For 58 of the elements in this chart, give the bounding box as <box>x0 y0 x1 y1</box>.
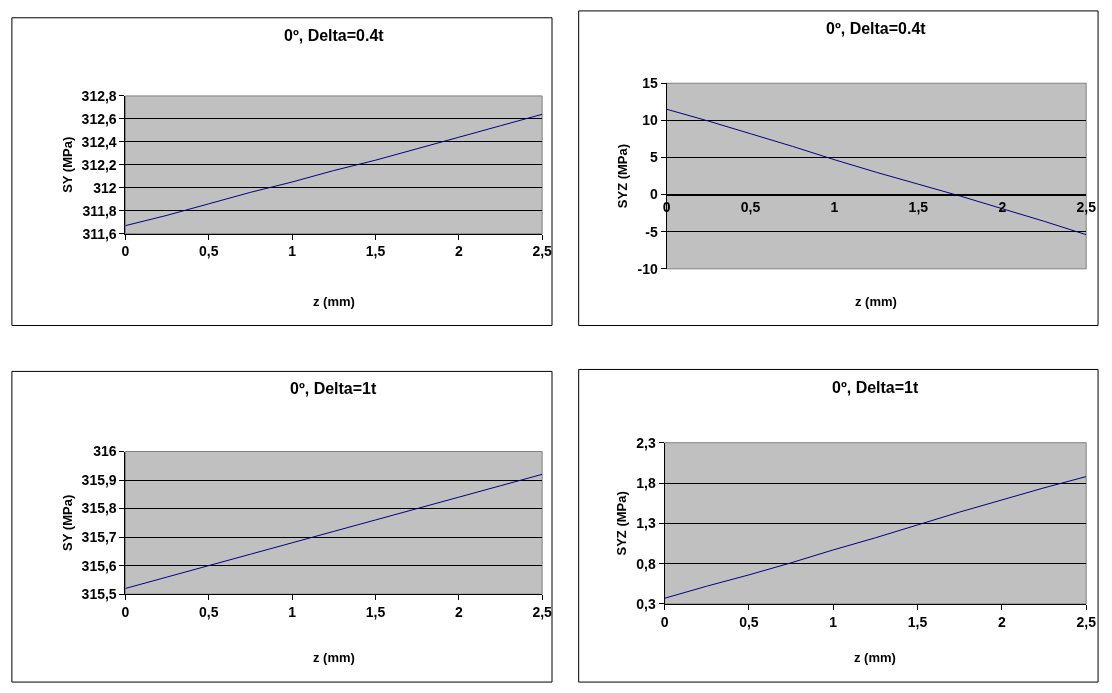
y-tick-label: 0,3 <box>636 595 656 612</box>
x-axis-title: z (mm) <box>854 650 896 665</box>
y-tick-label: 2,3 <box>636 434 656 451</box>
y-tick-label: 15 <box>642 75 658 92</box>
x-tick-label: 1,5 <box>365 243 386 260</box>
x-tick-label: 2 <box>454 603 463 620</box>
x-tick-label: 1,5 <box>908 199 929 216</box>
chart-title: 0º, Delta=0.4t <box>826 20 927 37</box>
y-tick-label: 10 <box>642 112 658 129</box>
x-tick-label: 0 <box>660 613 669 630</box>
y-tick-label: 311,8 <box>82 202 117 219</box>
chart-title: 0º, Delta=0.4t <box>284 27 385 44</box>
y-tick-label: 312,2 <box>81 156 117 173</box>
x-tick-label: 1,5 <box>365 603 386 620</box>
y-axis-title: SY (MPa) <box>59 136 75 193</box>
y-tick-label: 1,8 <box>636 474 656 491</box>
x-tick-label: 2,5 <box>532 243 553 260</box>
y-axis-title: SYZ (MPa) <box>614 491 630 556</box>
y-tick-label: 312 <box>93 179 117 196</box>
x-tick-label: 0,5 <box>199 243 219 260</box>
y-axis-title: SY (MPa) <box>59 494 75 551</box>
chart-title: 0º, Delta=1t <box>290 380 377 397</box>
y-tick-label: -10 <box>637 260 658 277</box>
x-tick-label: 0,5 <box>199 603 219 620</box>
y-tick-label: 5 <box>649 149 658 166</box>
x-tick-label: 1 <box>830 199 839 216</box>
chart-title: 0º, Delta=1t <box>832 379 919 396</box>
y-tick-label: 0 <box>649 186 658 203</box>
x-tick-label: 1 <box>829 613 838 630</box>
y-tick-label: -5 <box>645 223 658 240</box>
y-tick-label: 312,4 <box>81 133 117 150</box>
y-axis-title: SYZ (MPa) <box>615 143 631 209</box>
y-tick-label: 315,7 <box>81 529 117 545</box>
y-tick-label: 311,6 <box>82 225 117 242</box>
x-tick-label: 1,5 <box>907 613 928 630</box>
y-tick-label: 316 <box>93 443 117 460</box>
x-tick-label: 0 <box>121 603 130 620</box>
x-tick-label: 2 <box>997 613 1006 630</box>
x-tick-label: 0,5 <box>740 199 761 216</box>
x-tick-label: 2 <box>454 243 463 260</box>
y-tick-label: 0,8 <box>636 555 656 572</box>
x-tick-label: 2,5 <box>532 603 553 620</box>
x-axis-title: z (mm) <box>855 294 897 309</box>
y-tick-label: 315,6 <box>81 557 117 574</box>
x-tick-label: 2,5 <box>1076 199 1097 216</box>
x-tick-label: 1 <box>288 603 297 620</box>
x-tick-label: 2,5 <box>1076 613 1097 630</box>
x-axis-title: z (mm) <box>313 650 355 665</box>
y-tick-label: 312,6 <box>81 110 117 127</box>
y-tick-label: 1,3 <box>636 515 656 532</box>
x-tick-label: 0,5 <box>739 613 759 630</box>
y-tick-label: 312,8 <box>81 87 117 104</box>
y-tick-label: 315,8 <box>81 500 117 517</box>
y-tick-label: 315,5 <box>81 586 117 603</box>
y-tick-label: 315,9 <box>81 471 117 488</box>
x-axis-title: z (mm) <box>313 294 355 309</box>
x-tick-label: 0 <box>121 243 130 260</box>
x-tick-label: 1 <box>288 243 297 260</box>
